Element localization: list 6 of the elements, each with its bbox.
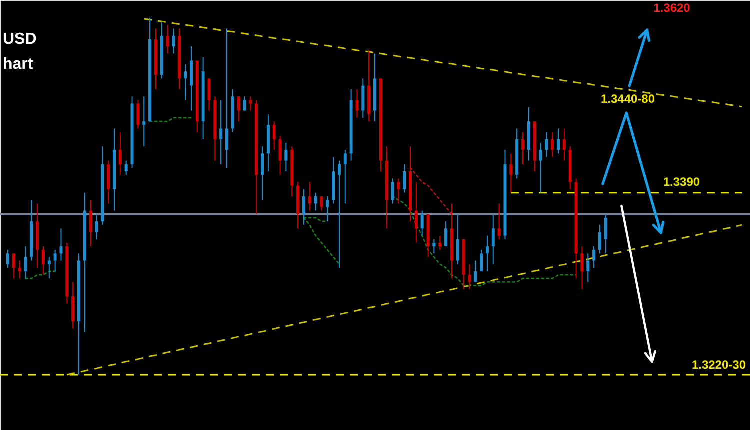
text: hart <box>3 56 34 73</box>
series-label: 1.3390 <box>663 174 700 189</box>
text: USD <box>3 31 37 48</box>
annotation: 1.3440-80 <box>600 92 656 106</box>
text: 1.3620 <box>654 1 691 15</box>
annotation: 1.3220-30 <box>692 358 746 372</box>
